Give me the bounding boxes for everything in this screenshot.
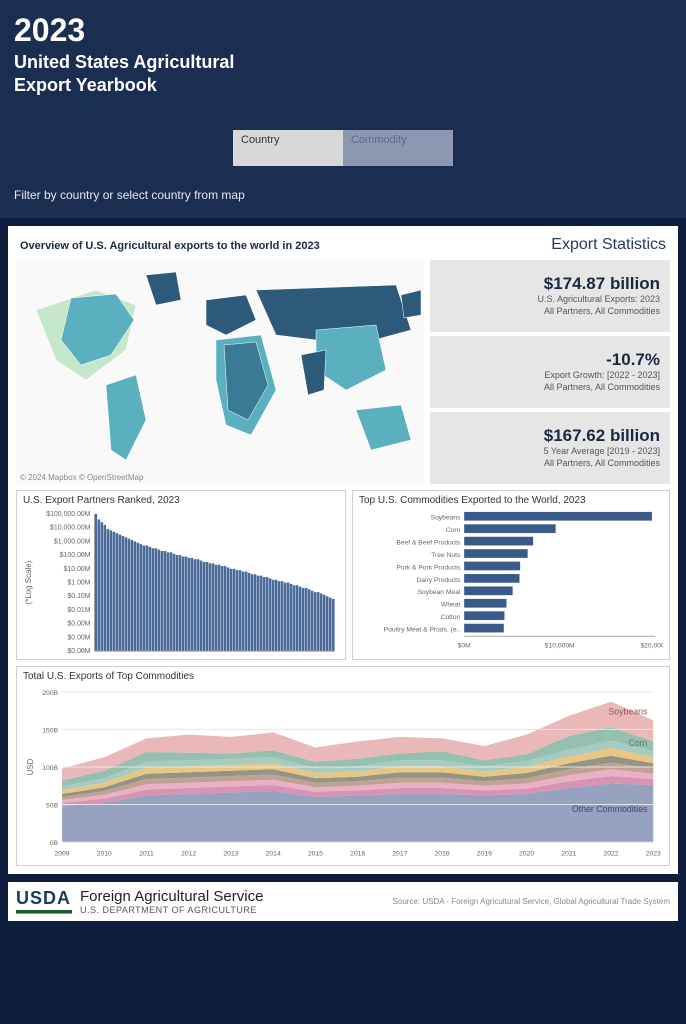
svg-text:2010: 2010 [97,851,112,858]
svg-text:2020: 2020 [519,851,534,858]
partners-panel: U.S. Export Partners Ranked, 2023 $100,0… [16,490,346,660]
svg-text:Beef & Beef Products: Beef & Beef Products [396,539,461,546]
svg-text:2018: 2018 [435,851,450,858]
svg-text:100B: 100B [42,765,58,772]
svg-text:2016: 2016 [350,851,365,858]
svg-text:Poultry Meat & Prods. (e..: Poultry Meat & Prods. (e.. [384,626,461,633]
filter-hint: Filter by country or select country from… [14,188,672,202]
area-title: Total U.S. Exports of Top Commodities [23,671,663,682]
svg-text:$100.00M: $100.00M [60,552,91,559]
svg-text:$0.01M: $0.01M [67,607,90,614]
svg-text:$100,000.00M: $100,000.00M [46,511,91,518]
svg-text:$1.00M: $1.00M [67,579,90,586]
svg-text:0B: 0B [50,840,59,847]
svg-text:USD: USD [26,758,35,775]
header: 2023 United States Agricultural Export Y… [0,0,686,218]
stat-box: $167.62 billion 5 Year Average [2019 - 2… [430,412,670,484]
svg-text:(*Log Scale): (*Log Scale) [24,560,33,604]
svg-text:$0.00M: $0.00M [67,648,90,655]
tab-commodity[interactable]: Commodity [343,130,453,166]
stat-box: $174.87 billion U.S. Agricultural Export… [430,260,670,332]
world-map[interactable]: © 2024 Mapbox © OpenStreetMap [16,260,424,484]
svg-text:Soybeans: Soybeans [431,514,461,521]
svg-text:$0.10M: $0.10M [67,593,90,600]
svg-text:2011: 2011 [139,851,154,858]
commodities-title: Top U.S. Commodities Exported to the Wor… [359,495,663,506]
svg-text:2021: 2021 [561,851,576,858]
svg-text:$0.00M: $0.00M [67,634,90,641]
tabs: Country Commodity [14,130,672,166]
svg-text:2023: 2023 [646,851,661,858]
svg-text:Dairy Products: Dairy Products [416,577,461,584]
page-title: United States Agricultural Export Yearbo… [14,51,672,98]
partners-title: U.S. Export Partners Ranked, 2023 [23,495,339,506]
svg-text:Wheat: Wheat [441,601,460,608]
svg-text:150B: 150B [42,727,58,734]
svg-text:2015: 2015 [308,851,323,858]
svg-text:$10.00M: $10.00M [64,566,91,573]
svg-text:2014: 2014 [266,851,281,858]
dept-name: U.S. DEPARTMENT OF AGRICULTURE [80,905,263,915]
stats-title: Export Statistics [551,236,666,254]
svg-text:2012: 2012 [181,851,196,858]
tab-country[interactable]: Country [233,130,343,166]
svg-text:2009: 2009 [54,851,69,858]
footer: USDA Foreign Agricultural Service U.S. D… [8,882,678,921]
svg-text:$1,000.00M: $1,000.00M [54,538,91,545]
svg-text:Cotton: Cotton [441,614,461,621]
svg-text:$0.00M: $0.00M [67,620,90,627]
svg-text:Corn: Corn [446,527,461,534]
svg-text:50B: 50B [46,802,59,809]
overview-title: Overview of U.S. Agricultural exports to… [20,240,320,252]
area-panel: Total U.S. Exports of Top Commodities 0B… [16,666,670,866]
svg-text:$0M: $0M [458,642,471,649]
year: 2023 [14,12,672,49]
svg-text:$10,000M: $10,000M [545,642,575,649]
svg-text:Corn: Corn [628,738,647,748]
svg-text:$20,000M: $20,000M [640,642,663,649]
svg-text:Other Commodities: Other Commodities [572,804,648,814]
svg-text:200B: 200B [42,690,58,697]
svg-text:$10,000.00M: $10,000.00M [50,524,91,531]
svg-text:2017: 2017 [392,851,407,858]
svg-text:Soybean Meal: Soybean Meal [418,589,461,596]
svg-text:Tree Nuts: Tree Nuts [431,552,461,559]
svg-text:Pork & Pork Products: Pork & Pork Products [396,564,461,571]
commodities-panel: Top U.S. Commodities Exported to the Wor… [352,490,670,660]
stats-column: $174.87 billion U.S. Agricultural Export… [430,260,670,484]
fas-name: Foreign Agricultural Service [80,888,263,905]
svg-text:2013: 2013 [223,851,238,858]
svg-text:2022: 2022 [603,851,618,858]
svg-text:2019: 2019 [477,851,492,858]
map-attribution: © 2024 Mapbox © OpenStreetMap [20,473,143,482]
stat-box: -10.7% Export Growth: [2022 - 2023] All … [430,336,670,408]
svg-text:Soybeans: Soybeans [608,706,648,716]
usda-logo: USDA [16,888,72,914]
dashboard: Overview of U.S. Agricultural exports to… [8,226,678,874]
source-text: Source: USDA - Foreign Agricultural Serv… [393,897,670,906]
